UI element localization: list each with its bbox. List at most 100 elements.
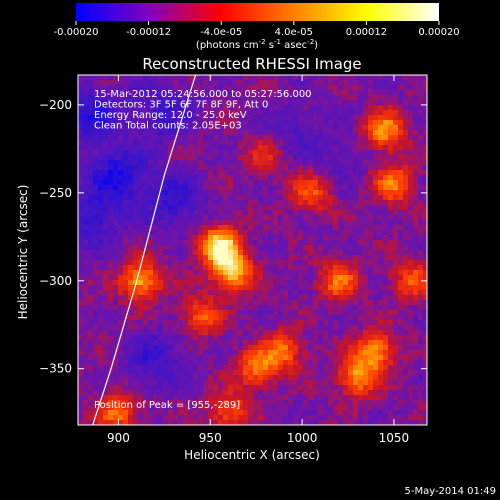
heatmap-cell: [398, 190, 403, 195]
heatmap-cell: [318, 235, 323, 240]
heatmap-cell: [423, 80, 427, 85]
heatmap-cell: [78, 220, 83, 225]
x-axis-label: Heliocentric X (arcsec): [184, 448, 320, 462]
heatmap-cell: [198, 385, 203, 390]
heatmap-cell: [378, 315, 383, 320]
heatmap-cell: [163, 210, 168, 215]
heatmap-cell: [403, 210, 408, 215]
heatmap-cell: [343, 280, 348, 285]
heatmap-cell: [218, 140, 223, 145]
heatmap-cell: [138, 75, 143, 80]
heatmap-cell: [203, 335, 208, 340]
heatmap-cell: [198, 195, 203, 200]
heatmap-cell: [93, 105, 98, 110]
heatmap-cell: [148, 265, 153, 270]
heatmap-cell: [193, 395, 198, 400]
heatmap-cell: [243, 405, 248, 410]
heatmap-cell: [393, 385, 398, 390]
heatmap-cell: [373, 290, 378, 295]
heatmap-cell: [158, 115, 163, 120]
heatmap-cell: [198, 135, 203, 140]
heatmap-cell: [83, 385, 88, 390]
heatmap-cell: [383, 225, 388, 230]
heatmap-cell: [93, 125, 98, 130]
heatmap-cell: [88, 330, 93, 335]
heatmap-cell: [193, 90, 198, 95]
heatmap-cell: [318, 140, 323, 145]
heatmap-cell: [238, 260, 243, 265]
heatmap-cell: [168, 410, 173, 415]
heatmap-cell: [383, 165, 388, 170]
heatmap-cell: [203, 130, 208, 135]
heatmap-cell: [383, 190, 388, 195]
heatmap-cell: [178, 380, 183, 385]
heatmap-cell: [98, 300, 103, 305]
heatmap-cell: [378, 275, 383, 280]
heatmap-cell: [393, 170, 398, 175]
heatmap-cell: [398, 270, 403, 275]
heatmap-cell: [278, 380, 283, 385]
heatmap-cell: [233, 410, 238, 415]
heatmap-cell: [293, 410, 298, 415]
heatmap-cell: [353, 395, 358, 400]
heatmap-cell: [173, 235, 178, 240]
heatmap-cell: [293, 240, 298, 245]
heatmap-cell: [378, 300, 383, 305]
heatmap-cell: [103, 335, 108, 340]
heatmap-cell: [188, 170, 193, 175]
heatmap-cell: [273, 140, 278, 145]
heatmap-cell: [213, 90, 218, 95]
heatmap-cell: [83, 205, 88, 210]
heatmap-cell: [218, 130, 223, 135]
heatmap-cell: [78, 205, 83, 210]
heatmap-cell: [148, 85, 153, 90]
heatmap-cell: [103, 305, 108, 310]
heatmap-cell: [103, 75, 108, 80]
heatmap-cell: [273, 85, 278, 90]
heatmap-cell: [88, 135, 93, 140]
heatmap-cell: [308, 195, 313, 200]
heatmap-cell: [423, 340, 427, 345]
heatmap-cell: [328, 170, 333, 175]
heatmap-cell: [228, 80, 233, 85]
heatmap-cell: [383, 330, 388, 335]
heatmap-cell: [213, 195, 218, 200]
heatmap-cell: [398, 215, 403, 220]
heatmap-cell: [78, 355, 83, 360]
heatmap-cell: [293, 380, 298, 385]
heatmap-cell: [203, 330, 208, 335]
heatmap-cell: [318, 105, 323, 110]
heatmap-cell: [328, 125, 333, 130]
heatmap-cell: [258, 260, 263, 265]
heatmap-cell: [383, 365, 388, 370]
heatmap-cell: [148, 270, 153, 275]
heatmap-cell: [123, 370, 128, 375]
heatmap-cell: [168, 370, 173, 375]
heatmap-cell: [108, 370, 113, 375]
heatmap-cell: [258, 190, 263, 195]
heatmap-cell: [233, 350, 238, 355]
heatmap-cell: [318, 165, 323, 170]
heatmap-cell: [203, 225, 208, 230]
heatmap-cell: [188, 120, 193, 125]
heatmap-cell: [98, 310, 103, 315]
heatmap-cell: [323, 195, 328, 200]
heatmap-cell: [178, 405, 183, 410]
heatmap-cell: [78, 295, 83, 300]
heatmap-cell: [258, 360, 263, 365]
heatmap-cell: [253, 395, 258, 400]
heatmap-cell: [173, 295, 178, 300]
heatmap-cell: [298, 95, 303, 100]
heatmap-cell: [308, 380, 313, 385]
heatmap-cell: [218, 300, 223, 305]
heatmap-cell: [273, 145, 278, 150]
heatmap-cell: [113, 105, 118, 110]
heatmap-cell: [248, 215, 253, 220]
heatmap-cell: [413, 345, 418, 350]
heatmap-cell: [408, 230, 413, 235]
heatmap-cell: [328, 400, 333, 405]
heatmap-cell: [338, 230, 343, 235]
heatmap-cell: [353, 380, 358, 385]
heatmap-cell: [308, 325, 313, 330]
heatmap-cell: [363, 200, 368, 205]
